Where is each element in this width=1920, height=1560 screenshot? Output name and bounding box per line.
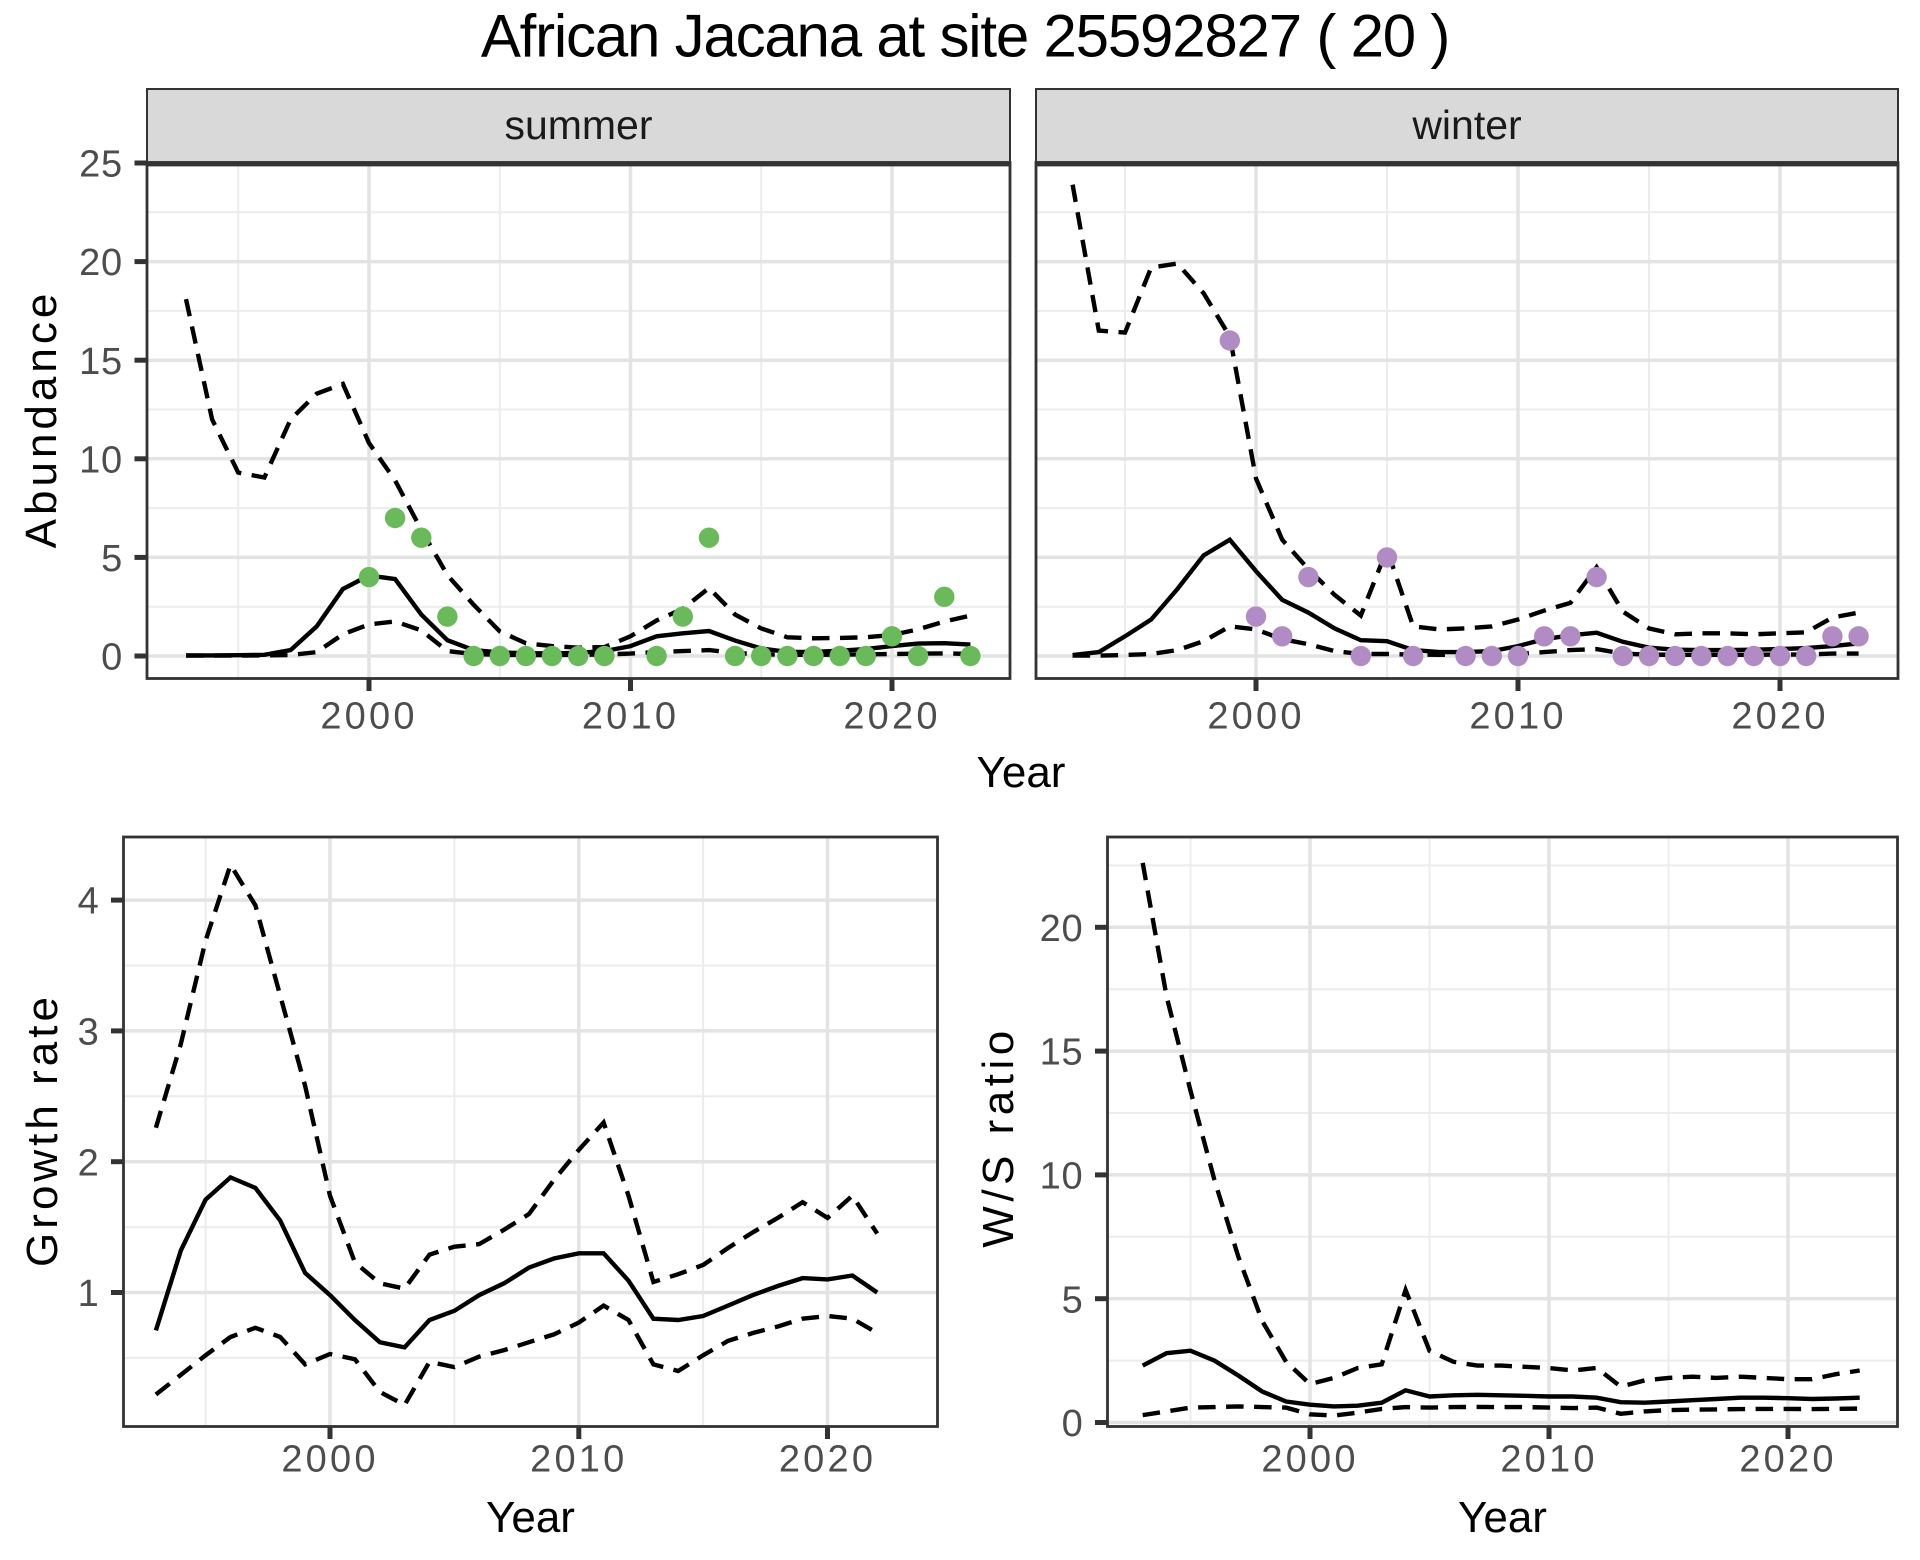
- svg-text:2010: 2010: [530, 1439, 627, 1481]
- svg-text:10: 10: [1040, 1156, 1084, 1198]
- svg-text:2010: 2010: [1500, 1439, 1597, 1481]
- svg-text:5: 5: [1062, 1279, 1084, 1321]
- svg-text:2020: 2020: [843, 696, 940, 738]
- svg-text:Year: Year: [1458, 1493, 1547, 1542]
- svg-text:W/S ratio: W/S ratio: [974, 1026, 1023, 1247]
- svg-text:15: 15: [1040, 1032, 1084, 1074]
- svg-text:2010: 2010: [582, 696, 679, 738]
- svg-text:2020: 2020: [779, 1439, 876, 1481]
- svg-text:0: 0: [1062, 1403, 1084, 1445]
- svg-text:2020: 2020: [1739, 1439, 1836, 1481]
- svg-text:Year: Year: [977, 748, 1066, 797]
- svg-text:0: 0: [101, 637, 123, 679]
- svg-text:2010: 2010: [1469, 696, 1566, 738]
- svg-text:summer: summer: [504, 102, 652, 148]
- svg-text:25: 25: [79, 144, 123, 186]
- svg-text:African Jacana at site 2559282: African Jacana at site 25592827 ( 20 ): [481, 3, 1449, 70]
- svg-text:2000: 2000: [320, 696, 417, 738]
- svg-text:2000: 2000: [1207, 696, 1304, 738]
- svg-text:Year: Year: [486, 1493, 575, 1542]
- svg-text:15: 15: [79, 341, 123, 383]
- svg-text:Abundance: Abundance: [17, 290, 66, 549]
- svg-text:Growth rate: Growth rate: [18, 993, 67, 1267]
- svg-text:1: 1: [78, 1273, 100, 1315]
- svg-text:4: 4: [78, 881, 100, 923]
- svg-text:2020: 2020: [1731, 696, 1828, 738]
- svg-text:2000: 2000: [281, 1439, 378, 1481]
- svg-text:5: 5: [101, 538, 123, 580]
- svg-text:10: 10: [79, 439, 123, 481]
- svg-text:20: 20: [1040, 908, 1084, 950]
- svg-text:20: 20: [79, 242, 123, 284]
- svg-text:2: 2: [78, 1142, 100, 1184]
- svg-text:2000: 2000: [1261, 1439, 1358, 1481]
- svg-text:3: 3: [78, 1012, 100, 1054]
- svg-text:winter: winter: [1411, 102, 1521, 148]
